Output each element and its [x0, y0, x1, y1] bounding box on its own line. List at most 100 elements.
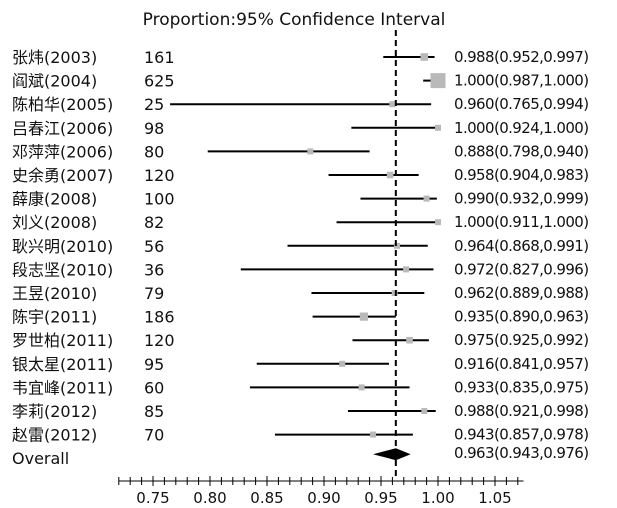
tick-label: 1.00 [421, 489, 454, 507]
ci-label: 0.988(0.952,0.997) [454, 48, 589, 66]
study-row: 赵雷(2012) 70 0.943(0.857,0.978) [12, 426, 589, 445]
study-label: 罗世柏(2011) [12, 331, 113, 350]
ci-label: 0.916(0.841,0.957) [454, 355, 589, 373]
sample-size: 98 [144, 119, 164, 138]
tick-label: 0.75 [136, 489, 169, 507]
study-label: 薛康(2008) [12, 190, 97, 209]
study-row: 王昱(2010) 79 0.962(0.889,0.988) [12, 284, 589, 303]
ci-label: 1.000(0.911,1.000) [454, 213, 589, 231]
sample-size: 161 [144, 48, 175, 67]
sample-size: 85 [144, 402, 164, 421]
point-estimate [307, 148, 314, 155]
study-row: 史余勇(2007) 120 0.958(0.904,0.983) [12, 166, 589, 185]
point-estimate [389, 101, 396, 108]
study-row: 陈柏华(2005) 25 0.960(0.765,0.994) [12, 95, 589, 114]
study-label: 陈柏华(2005) [12, 95, 113, 114]
study-label: 刘义(2008) [12, 213, 97, 232]
study-row: 刘义(2008) 82 1.000(0.911,1.000) [12, 213, 589, 232]
point-estimate [421, 408, 428, 414]
sample-size: 36 [144, 260, 164, 279]
study-row: 吕春江(2006) 98 1.000(0.924,1.000) [12, 119, 589, 138]
study-row: 罗世柏(2011) 120 0.975(0.925,0.992) [12, 331, 589, 350]
point-estimate [403, 266, 410, 273]
ci-label: 0.964(0.868,0.991) [454, 237, 589, 255]
point-estimate [370, 431, 377, 438]
study-label: 韦宜峰(2011) [12, 378, 113, 397]
ci-label: 0.960(0.765,0.994) [454, 95, 589, 113]
study-label: 邓萍萍(2006) [12, 142, 113, 161]
ci-label: 0.958(0.904,0.983) [454, 166, 589, 184]
study-row: 张炜(2003) 161 0.988(0.952,0.997) [12, 48, 589, 67]
ci-label: 0.975(0.925,0.992) [454, 331, 589, 349]
ci-label: 0.933(0.835,0.975) [454, 378, 589, 396]
sample-size: 82 [144, 213, 164, 232]
sample-size: 70 [144, 426, 164, 445]
point-estimate [435, 219, 441, 226]
tick-label: 0.90 [307, 489, 340, 507]
x-axis: 0.75 0.80 0.85 0.90 0.95 1.00 1.05 [118, 476, 524, 507]
tick-label: 0.85 [250, 489, 283, 507]
study-label: 阎斌(2004) [12, 72, 97, 91]
study-row: 陈宇(2011) 186 0.935(0.890,0.963) [12, 308, 589, 327]
sample-size: 186 [144, 308, 175, 327]
study-row: 阎斌(2004) 625 1.000(0.987,1.000) [12, 72, 589, 91]
study-row: 薛康(2008) 100 0.990(0.932,0.999) [12, 190, 589, 209]
point-estimate [430, 73, 446, 89]
tick-label: 0.80 [193, 489, 226, 507]
sample-size: 120 [144, 331, 175, 350]
point-estimate [391, 290, 398, 296]
point-estimate [393, 242, 400, 249]
study-label: 耿兴明(2010) [12, 237, 113, 256]
ci-label: 0.990(0.932,0.999) [454, 190, 589, 208]
study-row: 邓萍萍(2006) 80 0.888(0.798,0.940) [12, 142, 589, 161]
point-estimate [406, 336, 413, 344]
point-estimate [423, 195, 430, 202]
ci-label: 1.000(0.987,1.000) [454, 72, 589, 90]
ci-label: 0.935(0.890,0.963) [454, 308, 589, 326]
study-row: 耿兴明(2010) 56 0.964(0.868,0.991) [12, 237, 589, 256]
study-label: 王昱(2010) [12, 284, 97, 303]
study-row: 段志坚(2010) 36 0.972(0.827,0.996) [12, 260, 589, 279]
study-rows: 张炜(2003) 161 0.988(0.952,0.997) 阎斌(2004) 625… [12, 48, 589, 445]
overall-label: Overall [12, 449, 69, 468]
ci-label: 0.962(0.889,0.988) [454, 284, 589, 302]
study-label: 段志坚(2010) [12, 260, 113, 279]
ci-label: 1.000(0.924,1.000) [454, 119, 589, 137]
study-label: 陈宇(2011) [12, 308, 97, 327]
study-row: 李莉(2012) 85 0.988(0.921,0.998) [12, 402, 589, 421]
sample-size: 80 [144, 142, 164, 161]
ci-label: 0.943(0.857,0.978) [454, 426, 589, 444]
study-label: 银太星(2011) [12, 355, 113, 374]
study-row: 韦宜峰(2011) 60 0.933(0.835,0.975) [12, 378, 589, 397]
overall-ci-label: 0.963(0.943,0.976) [454, 444, 589, 462]
study-label: 史余勇(2007) [12, 166, 113, 185]
overall-row: Overall 0.963(0.943,0.976) [12, 444, 589, 468]
point-estimate [420, 53, 429, 61]
sample-size: 100 [144, 190, 175, 209]
point-estimate [358, 384, 365, 391]
sample-size: 625 [144, 72, 175, 91]
sample-size: 120 [144, 166, 175, 185]
ci-label: 0.972(0.827,0.996) [454, 260, 589, 278]
sample-size: 56 [144, 237, 164, 256]
chart-title: Proportion:95% Confidence Interval [143, 10, 446, 30]
point-estimate [339, 360, 346, 367]
ci-label: 0.888(0.798,0.940) [454, 142, 589, 160]
study-row: 银太星(2011) 95 0.916(0.841,0.957) [12, 355, 589, 374]
study-label: 吕春江(2006) [12, 119, 113, 138]
point-estimate [435, 124, 441, 131]
point-estimate [359, 312, 368, 321]
study-label: 李莉(2012) [12, 402, 97, 421]
point-estimate [386, 171, 394, 179]
sample-size: 95 [144, 355, 164, 374]
study-label: 张炜(2003) [12, 48, 97, 67]
sample-size: 25 [144, 95, 164, 114]
ci-label: 0.988(0.921,0.998) [454, 402, 589, 420]
study-label: 赵雷(2012) [12, 426, 97, 445]
tick-label: 1.05 [478, 489, 511, 507]
tick-label: 0.95 [364, 489, 397, 507]
overall-diamond [373, 448, 411, 461]
sample-size: 79 [144, 284, 164, 303]
sample-size: 60 [144, 378, 164, 397]
